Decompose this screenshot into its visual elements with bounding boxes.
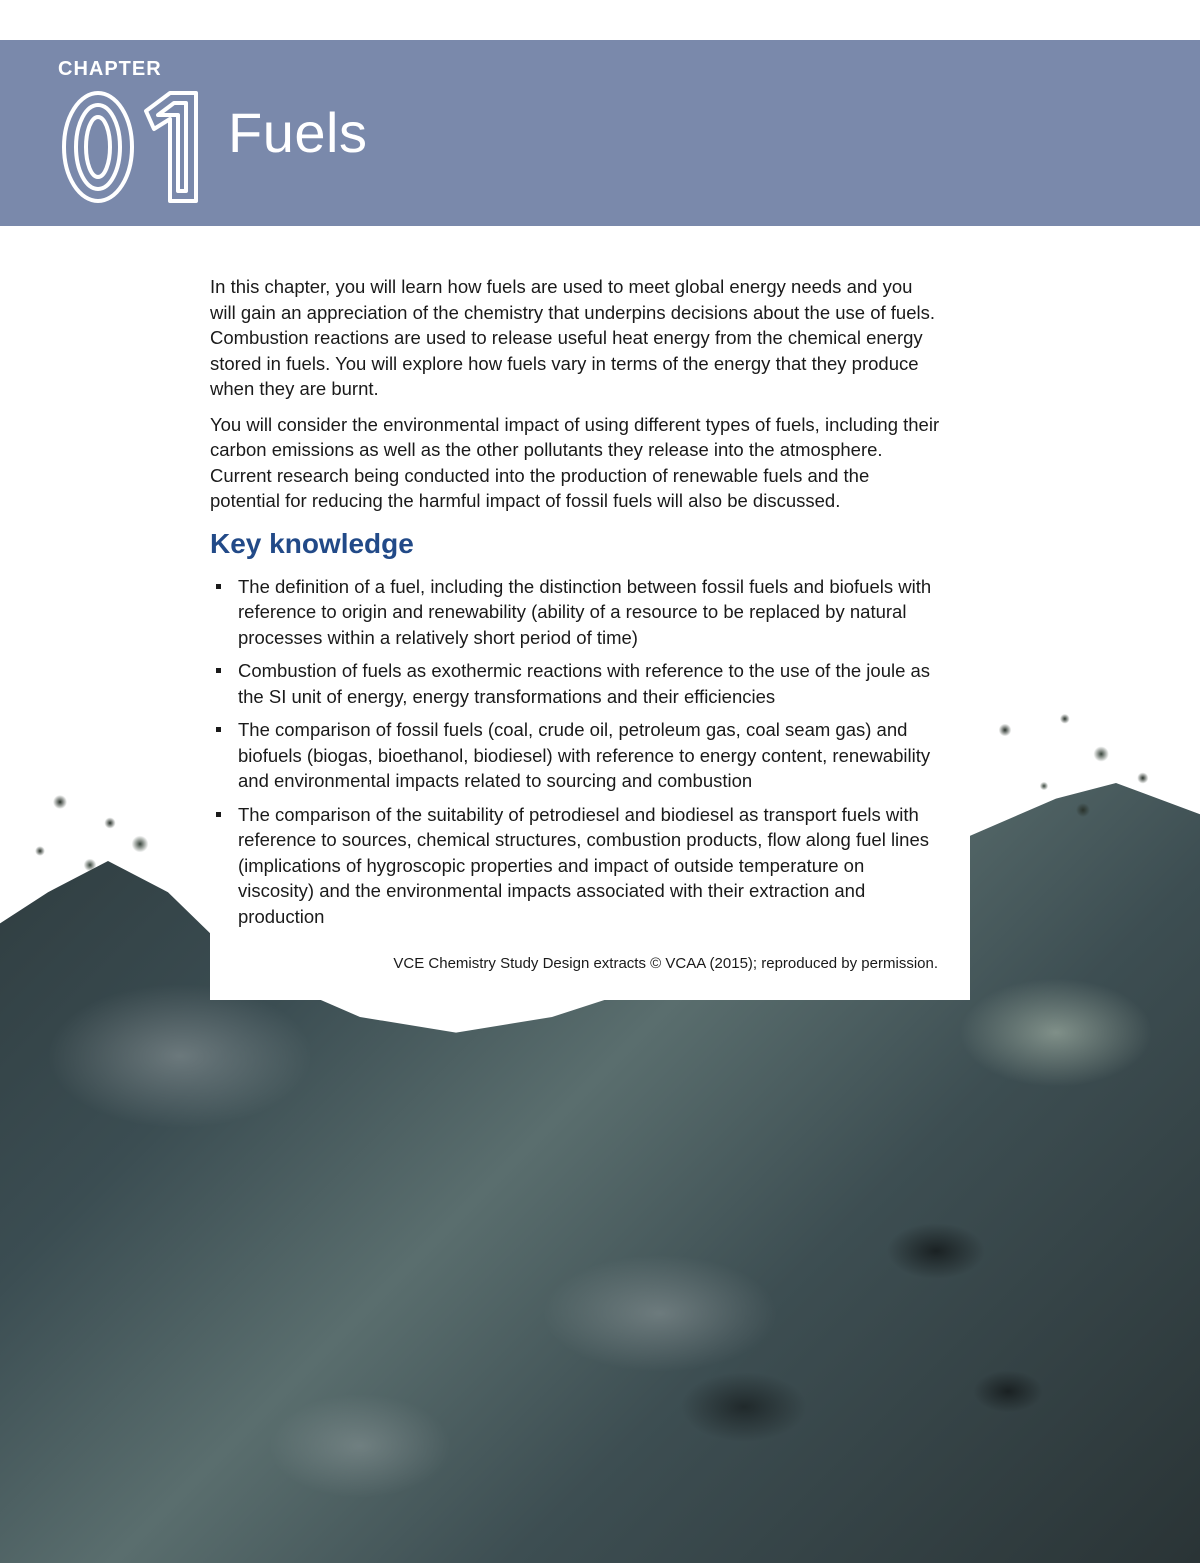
key-knowledge-item: The definition of a fuel, including the … xyxy=(210,574,942,651)
chapter-number xyxy=(58,83,228,207)
intro-paragraph-2: You will consider the environmental impa… xyxy=(210,412,942,514)
key-knowledge-list: The definition of a fuel, including the … xyxy=(210,574,942,930)
page: CHAPTER F xyxy=(0,0,1200,1563)
key-knowledge-item: The comparison of the suitability of pet… xyxy=(210,802,942,930)
chapter-label: CHAPTER xyxy=(58,58,228,81)
key-knowledge-heading: Key knowledge xyxy=(210,528,942,560)
key-knowledge-item: The comparison of fossil fuels (coal, cr… xyxy=(210,717,942,794)
credit-line: VCE Chemistry Study Design extracts © VC… xyxy=(210,955,942,972)
intro-paragraph-1: In this chapter, you will learn how fuel… xyxy=(210,274,942,402)
chapter-number-block: CHAPTER xyxy=(58,58,228,207)
background-splash-right xyxy=(940,690,1200,850)
background-splash-left xyxy=(0,760,200,900)
content-card: In this chapter, you will learn how fuel… xyxy=(210,256,970,1000)
chapter-banner: CHAPTER F xyxy=(0,40,1200,226)
key-knowledge-item: Combustion of fuels as exothermic reacti… xyxy=(210,658,942,709)
chapter-title: Fuels xyxy=(228,100,367,165)
